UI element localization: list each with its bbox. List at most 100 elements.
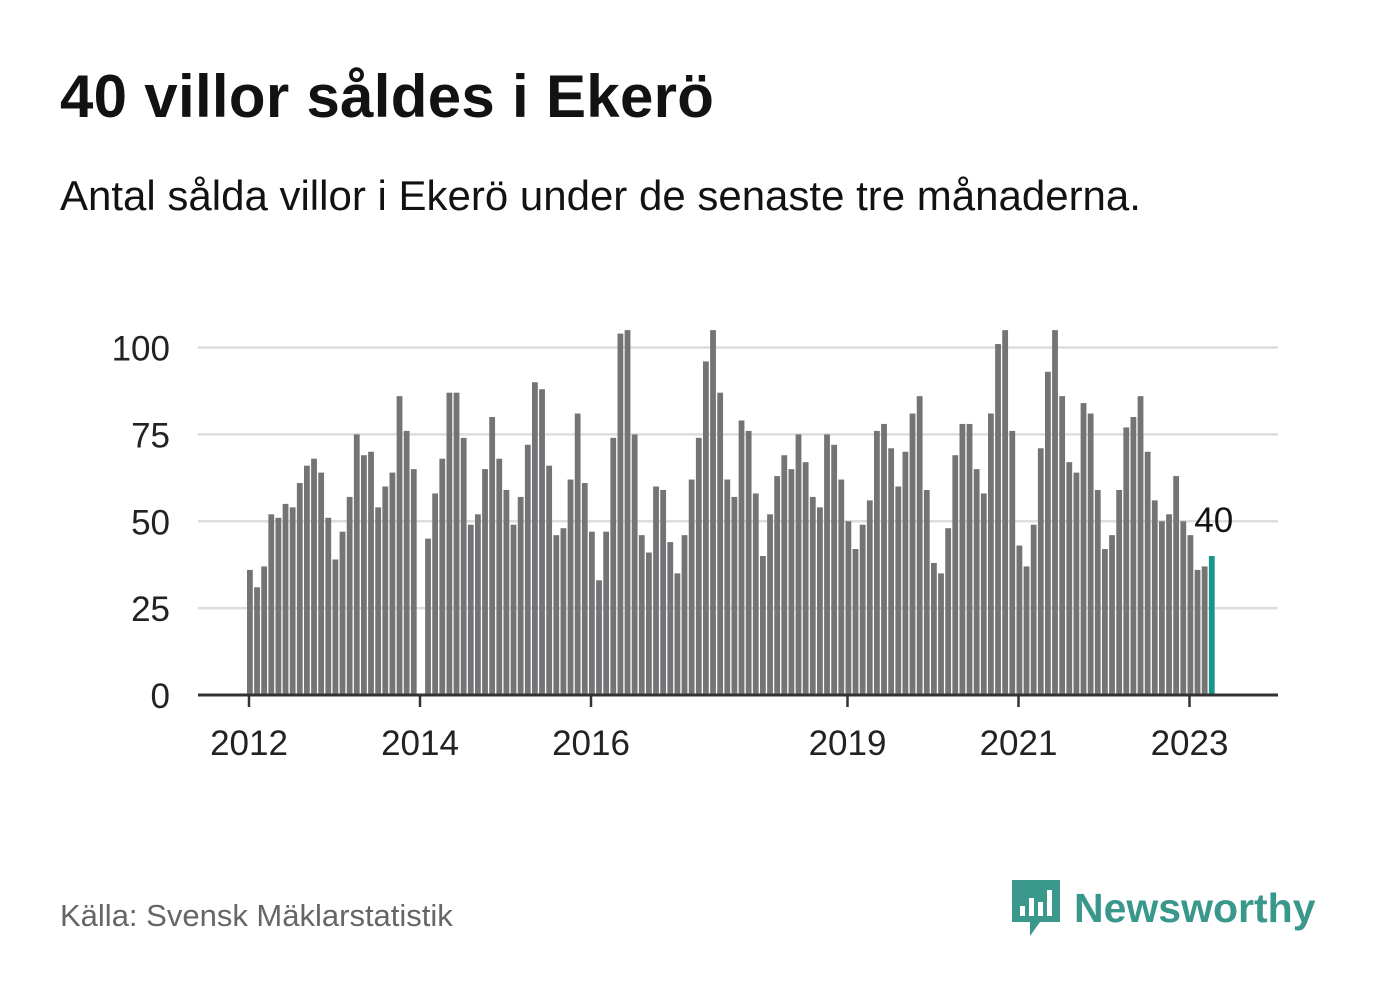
bar — [596, 580, 602, 695]
bar — [809, 496, 816, 695]
bar — [296, 483, 303, 695]
bar — [1016, 545, 1023, 695]
bar — [838, 479, 845, 695]
bar — [546, 465, 553, 695]
x-tick-label-2021: 2021 — [980, 724, 1058, 763]
bar — [731, 496, 738, 695]
chart-subtitle: Antal sålda villor i Ekerö under de sena… — [60, 172, 1141, 219]
bar — [389, 472, 396, 695]
bar — [453, 392, 460, 695]
bar — [717, 392, 724, 695]
bar — [817, 507, 823, 695]
bar — [667, 542, 674, 695]
bar — [339, 531, 346, 695]
bar — [503, 489, 510, 695]
bar — [1180, 521, 1187, 695]
bar — [539, 389, 545, 695]
bar — [581, 483, 588, 695]
source-note: Källa: Svensk Mäklarstatistik — [60, 898, 453, 933]
bar — [1201, 566, 1208, 695]
bar — [752, 493, 759, 695]
bar — [1102, 549, 1108, 695]
bar — [1151, 500, 1158, 695]
chart-title: 40 villor såldes i Ekerö — [60, 63, 715, 130]
bar — [831, 444, 838, 695]
bar — [304, 465, 310, 695]
bar — [361, 455, 367, 695]
bar — [446, 392, 453, 695]
bar — [631, 434, 638, 695]
bar — [881, 423, 887, 695]
bar — [1187, 535, 1194, 695]
bar — [859, 524, 866, 695]
bar — [845, 521, 852, 695]
x-tick-label-2023: 2023 — [1151, 724, 1229, 763]
bar — [624, 330, 631, 695]
bar — [1094, 489, 1101, 695]
bar — [774, 476, 781, 695]
bar — [589, 531, 595, 695]
bar — [425, 538, 431, 695]
bar — [382, 486, 389, 695]
bar — [995, 344, 1001, 695]
bar — [560, 528, 567, 695]
bar — [510, 524, 517, 695]
bar — [660, 489, 667, 695]
bar — [681, 535, 688, 695]
bar — [1130, 417, 1137, 695]
bar — [489, 417, 496, 695]
bar — [767, 514, 773, 695]
bar — [1059, 396, 1066, 695]
bar — [959, 423, 966, 695]
bar — [524, 444, 531, 695]
bar — [610, 437, 617, 695]
bar — [1116, 489, 1123, 695]
bar — [980, 493, 987, 695]
bar — [1002, 330, 1009, 695]
x-tick-label-2016: 2016 — [552, 724, 630, 763]
bar — [460, 437, 467, 695]
bar — [475, 514, 481, 695]
axes: 0 25 50 75 100 40 2012 2014 2016 2019 2021 2023 — [112, 330, 1278, 763]
bar — [1166, 514, 1172, 695]
bar — [745, 430, 752, 695]
y-tick-label-0: 0 — [151, 677, 170, 716]
bar — [674, 573, 681, 695]
bar — [952, 455, 959, 695]
bar — [1123, 427, 1130, 695]
bar — [1087, 413, 1094, 695]
bar — [1144, 451, 1151, 695]
bar — [268, 514, 275, 695]
brand-name: Newsworthy — [1074, 884, 1316, 931]
bar — [1159, 521, 1165, 695]
bar — [945, 528, 952, 695]
newsworthy-logo[interactable]: Newsworthy — [1010, 878, 1316, 938]
bar — [332, 559, 339, 695]
bar — [553, 535, 560, 695]
bar — [396, 396, 403, 695]
bar — [1109, 535, 1115, 695]
gridlines — [198, 346, 1278, 610]
bar — [467, 524, 474, 695]
bar — [724, 479, 731, 695]
y-tick-label-25: 25 — [131, 590, 170, 629]
bar — [760, 556, 766, 695]
bar — [688, 479, 695, 695]
bar — [1045, 371, 1051, 695]
bar — [852, 549, 859, 695]
bar — [966, 423, 973, 695]
bar — [988, 413, 994, 695]
bar — [289, 507, 296, 695]
bar — [1137, 396, 1144, 695]
bar — [603, 531, 610, 695]
bar-chart: 0 25 50 75 100 40 2012 2014 2016 2019 2021 2023 — [112, 330, 1278, 763]
bar — [916, 396, 923, 695]
bar — [368, 451, 374, 695]
bar — [888, 448, 895, 695]
bar — [1080, 403, 1087, 695]
bar — [909, 413, 916, 695]
bar — [781, 455, 788, 695]
bar — [353, 434, 360, 695]
bar — [482, 469, 488, 695]
bar — [532, 382, 538, 695]
